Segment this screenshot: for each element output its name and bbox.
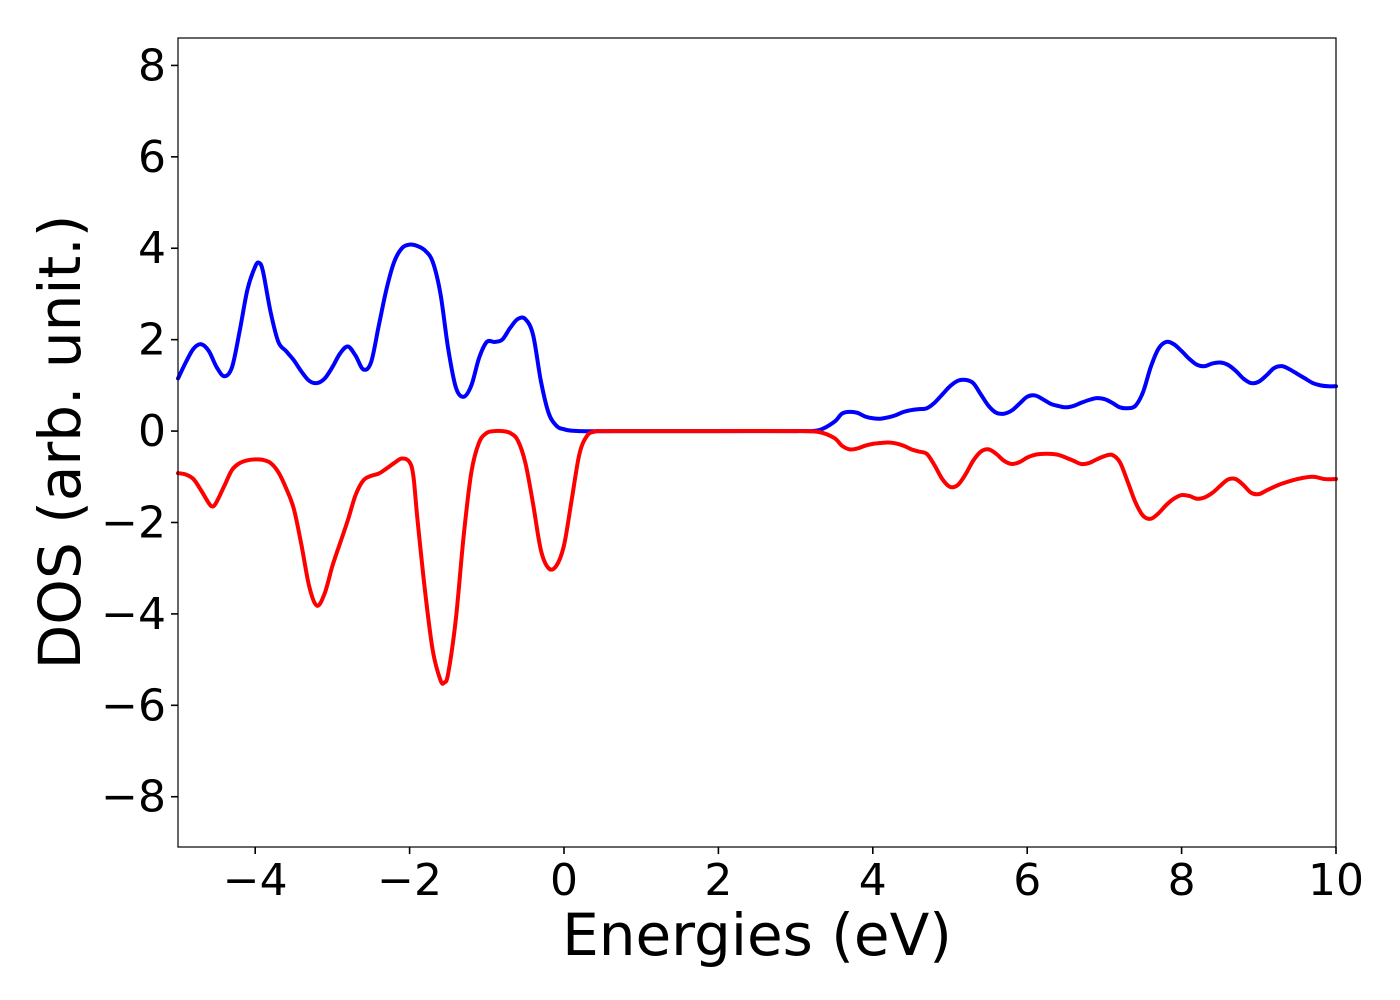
y-axis-title: DOS (arb. unit.) xyxy=(26,215,94,670)
series-layer xyxy=(176,242,1338,686)
x-tick-label: −2 xyxy=(377,855,442,906)
x-axis: −4 −2 0 2 4 6 8 10 xyxy=(223,847,1364,906)
x-tick-label: 6 xyxy=(1013,855,1041,906)
series-line-spin-down xyxy=(176,428,1338,686)
x-tick-label: −4 xyxy=(223,855,288,906)
y-tick-label: −2 xyxy=(101,497,166,548)
y-tick-label: 8 xyxy=(138,40,166,91)
x-tick-label: 4 xyxy=(859,855,887,906)
y-tick-label: −8 xyxy=(101,772,166,823)
x-tick-label: 10 xyxy=(1308,855,1364,906)
y-axis: 8 6 4 2 0 −2 −4 −6 −8 xyxy=(101,40,178,823)
y-tick-label: 0 xyxy=(138,406,166,457)
x-tick-label: 0 xyxy=(550,855,578,906)
plot-frame xyxy=(177,37,1337,848)
x-tick-label: 8 xyxy=(1168,855,1196,906)
x-tick-label: 2 xyxy=(704,855,732,906)
y-tick-label: 2 xyxy=(138,315,166,366)
series-line-spin-up xyxy=(176,242,1338,434)
y-tick-label: −6 xyxy=(101,680,166,731)
plot-area xyxy=(176,37,1338,848)
y-tick-label: 4 xyxy=(138,223,166,274)
y-tick-label: −4 xyxy=(101,589,166,640)
x-axis-title: Energies (eV) xyxy=(562,901,952,969)
y-tick-label: 6 xyxy=(138,132,166,183)
